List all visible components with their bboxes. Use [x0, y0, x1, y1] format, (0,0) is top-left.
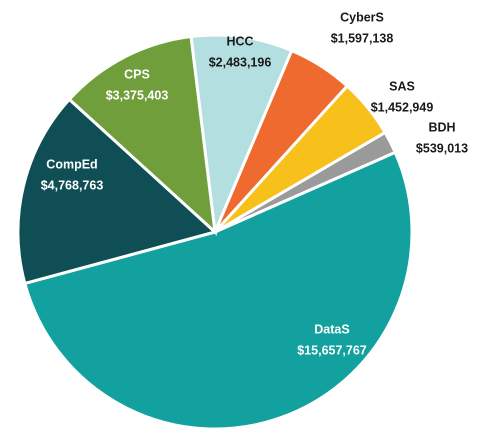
slice-label: HCC	[226, 34, 253, 48]
value-label: $539,013	[416, 141, 468, 155]
slice-label: CompEd	[46, 157, 97, 171]
slice-label: DataS	[314, 322, 349, 336]
value-label: $3,375,403	[106, 88, 169, 102]
value-label: $4,768,763	[41, 178, 104, 192]
value-label: $15,657,767	[297, 343, 367, 357]
value-label: $2,483,196	[209, 55, 272, 69]
value-label: $1,452,949	[371, 100, 434, 114]
slice-label: CyberS	[340, 10, 384, 24]
pie-slice	[22, 150, 414, 431]
pie-slice	[67, 34, 217, 236]
pie-slice	[16, 97, 219, 286]
pie-slice	[189, 33, 294, 238]
slice-label: CPS	[124, 67, 150, 81]
slice-label: SAS	[389, 79, 415, 93]
slice-label: BDH	[428, 120, 455, 134]
value-label: $1,597,138	[331, 31, 394, 45]
